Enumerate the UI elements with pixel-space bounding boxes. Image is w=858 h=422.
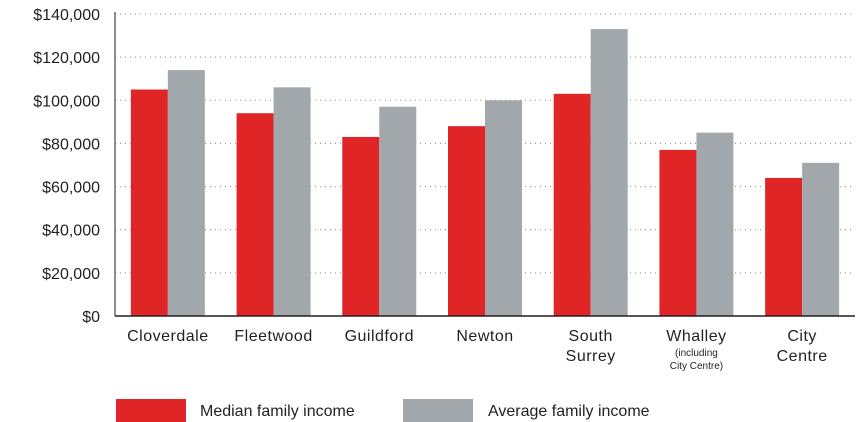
legend-label: Median family income xyxy=(200,403,355,420)
bar-average xyxy=(273,87,311,316)
bar-average xyxy=(379,106,417,316)
bar-average xyxy=(590,29,628,316)
x-tick-label: Surrey xyxy=(566,348,616,365)
bar-median xyxy=(342,136,380,316)
x-tick-label: City xyxy=(787,328,817,345)
x-tick-label: Fleetwood xyxy=(234,328,312,345)
y-tick-label: $40,000 xyxy=(42,223,100,240)
y-tick-label: $100,000 xyxy=(33,93,100,110)
y-tick-label: $60,000 xyxy=(42,180,100,197)
y-tick-label: $120,000 xyxy=(33,50,100,67)
x-tick-label: Whalley xyxy=(666,328,726,345)
legend: Median family income Average family incom… xyxy=(116,399,650,422)
bar-median xyxy=(659,149,697,316)
bars xyxy=(130,29,840,317)
bar-average xyxy=(167,70,205,316)
legend-swatch xyxy=(403,399,473,422)
x-tick-label: Centre xyxy=(777,348,828,365)
y-tick-label: $20,000 xyxy=(42,266,100,283)
bar-average xyxy=(802,162,840,316)
bar-median xyxy=(236,113,274,316)
x-tick-note: City Centre) xyxy=(670,361,723,372)
x-tick-label: Newton xyxy=(456,328,513,345)
x-tick-label: Cloverdale xyxy=(127,328,208,345)
bar-average xyxy=(696,132,734,316)
bar-average xyxy=(485,100,522,317)
x-tick-label: South xyxy=(569,328,613,345)
legend-label: Average family income xyxy=(488,403,650,420)
x-tick-label: Guildford xyxy=(345,328,414,345)
bar-median xyxy=(448,126,485,317)
bar-median xyxy=(130,89,168,316)
y-tick-label: $140,000 xyxy=(33,7,100,24)
y-tick-label: $0 xyxy=(82,309,100,326)
y-tick-label: $80,000 xyxy=(42,136,100,153)
legend-swatch xyxy=(116,399,186,422)
y-axis-ticks: $0 $20,000 $40,000 $60,000 $80,000 $100,000 $1… xyxy=(33,7,100,326)
bar-median xyxy=(765,177,803,316)
bar-median xyxy=(553,93,591,316)
x-tick-note: (including xyxy=(675,348,718,359)
x-axis-labels: Cloverdale Fleetwood Guildford Newton South S… xyxy=(127,328,828,372)
